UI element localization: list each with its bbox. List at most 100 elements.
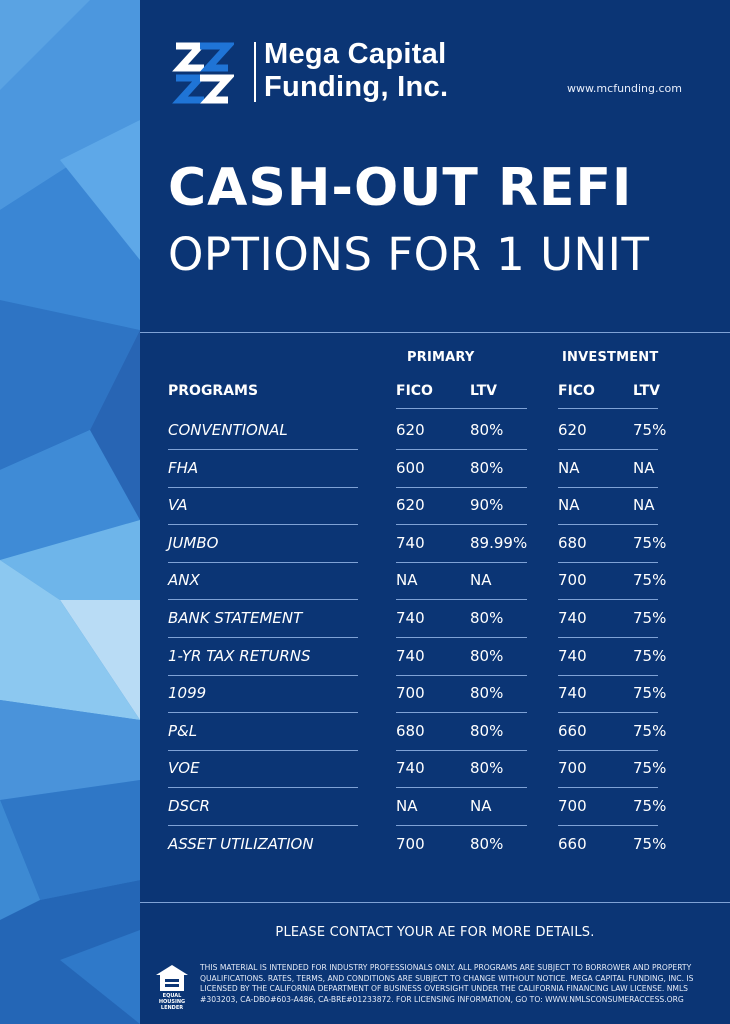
row-divider-programs — [168, 449, 358, 450]
investment-fico-value: 740 — [558, 609, 587, 627]
column-header-primary-ltv: LTV — [470, 383, 497, 399]
column-header-investment-ltv: LTV — [633, 383, 660, 399]
row-divider-investment — [558, 712, 658, 713]
row-divider-programs — [168, 599, 358, 600]
program-name: CONVENTIONAL — [168, 421, 288, 439]
investment-ltv-value: 75% — [633, 647, 667, 665]
primary-fico-value: 620 — [396, 421, 425, 439]
column-header-investment-fico: FICO — [558, 383, 595, 399]
program-name: BANK STATEMENT — [168, 609, 303, 627]
row-divider-programs — [168, 524, 358, 525]
table-row: P&L 680 80% 660 75% — [140, 713, 730, 750]
row-divider-programs — [168, 637, 358, 638]
table-row: DSCR NA NA 700 75% — [140, 788, 730, 825]
investment-ltv-value: NA — [633, 496, 655, 514]
primary-fico-value: 700 — [396, 835, 425, 853]
row-divider-primary — [396, 449, 527, 450]
program-name: 1-YR TAX RETURNS — [168, 647, 311, 665]
table-row: VA 620 90% NA NA — [140, 487, 730, 524]
row-divider-programs — [168, 712, 358, 713]
program-name: FHA — [168, 459, 199, 477]
investment-fico-value: NA — [558, 496, 580, 514]
investment-fico-value: 740 — [558, 647, 587, 665]
header-underline-investment — [558, 408, 658, 409]
column-header-primary-fico: FICO — [396, 383, 433, 399]
row-divider-investment — [558, 637, 658, 638]
row-divider-primary — [396, 750, 527, 751]
row-divider-investment — [558, 449, 658, 450]
primary-ltv-value: 80% — [470, 835, 504, 853]
investment-ltv-value: 75% — [633, 797, 667, 815]
primary-fico-value: 700 — [396, 684, 425, 702]
primary-ltv-value: NA — [470, 797, 492, 815]
brand-name-line-1: Mega Capital — [264, 38, 447, 70]
primary-ltv-value: 80% — [470, 647, 504, 665]
table-row: FHA 600 80% NA NA — [140, 450, 730, 487]
header-underline-primary — [396, 408, 527, 409]
primary-ltv-value: 90% — [470, 496, 504, 514]
mega-capital-logo-icon — [170, 38, 236, 108]
program-name: VOE — [168, 759, 200, 777]
investment-fico-value: 660 — [558, 722, 587, 740]
row-divider-programs — [168, 562, 358, 563]
contact-note: PLEASE CONTACT YOUR AE FOR MORE DETAILS. — [275, 925, 595, 940]
investment-fico-value: 660 — [558, 835, 587, 853]
row-divider-programs — [168, 675, 358, 676]
equal-housing-lender-icon: EQUAL HOUSING LENDER — [152, 963, 192, 1011]
row-divider-programs — [168, 787, 358, 788]
program-name: ANX — [168, 571, 200, 589]
row-divider-investment — [558, 599, 658, 600]
page-subtitle: OPTIONS FOR 1 UNIT — [168, 228, 650, 281]
primary-fico-value: 740 — [396, 534, 425, 552]
primary-ltv-value: NA — [470, 571, 492, 589]
investment-fico-value: 740 — [558, 684, 587, 702]
primary-fico-value: 680 — [396, 722, 425, 740]
website-link[interactable]: www.mcfunding.com — [566, 82, 682, 95]
group-header-investment: INVESTMENT — [562, 350, 659, 365]
investment-ltv-value: 75% — [633, 684, 667, 702]
row-divider-investment — [558, 787, 658, 788]
primary-fico-value: NA — [396, 797, 418, 815]
investment-fico-value: 620 — [558, 421, 587, 439]
table-row: 1099 700 80% 740 75% — [140, 675, 730, 712]
row-divider-investment — [558, 562, 658, 563]
row-divider-primary — [396, 562, 527, 563]
primary-ltv-value: 80% — [470, 722, 504, 740]
primary-ltv-value: 80% — [470, 684, 504, 702]
table-row: CONVENTIONAL 620 80% 620 75% — [140, 412, 730, 449]
table-row: BANK STATEMENT 740 80% 740 75% — [140, 600, 730, 637]
investment-fico-value: 700 — [558, 571, 587, 589]
section-divider-top — [140, 332, 730, 333]
primary-fico-value: 740 — [396, 647, 425, 665]
row-divider-investment — [558, 524, 658, 525]
equal-housing-label-line-1: EQUAL HOUSING — [158, 993, 186, 1005]
primary-fico-value: NA — [396, 571, 418, 589]
table-row: JUMBO 740 89.99% 680 75% — [140, 525, 730, 562]
logo-divider — [254, 42, 256, 102]
primary-fico-value: 740 — [396, 759, 425, 777]
brand-name: Mega Capital Funding, Inc. — [264, 38, 448, 104]
equal-housing-label-line-2: LENDER — [160, 1005, 184, 1011]
main-panel: Mega Capital Funding, Inc. www.mcfunding… — [140, 0, 730, 1024]
program-name: 1099 — [168, 684, 207, 702]
program-name: ASSET UTILIZATION — [168, 835, 314, 853]
investment-ltv-value: 75% — [633, 421, 667, 439]
primary-ltv-value: 80% — [470, 459, 504, 477]
decorative-polygon-background — [0, 0, 140, 1024]
row-divider-primary — [396, 524, 527, 525]
primary-ltv-value: 80% — [470, 759, 504, 777]
row-divider-investment — [558, 675, 658, 676]
row-divider-investment — [558, 487, 658, 488]
primary-ltv-value: 80% — [470, 421, 504, 439]
investment-fico-value: NA — [558, 459, 580, 477]
table-row: ANX NA NA 700 75% — [140, 562, 730, 599]
investment-ltv-value: 75% — [633, 571, 667, 589]
section-divider-bottom — [140, 902, 730, 903]
row-divider-primary — [396, 712, 527, 713]
row-divider-primary — [396, 599, 527, 600]
group-header-primary: PRIMARY — [407, 350, 475, 365]
row-divider-programs — [168, 487, 358, 488]
program-name: JUMBO — [168, 534, 219, 552]
row-divider-primary — [396, 787, 527, 788]
investment-ltv-value: 75% — [633, 835, 667, 853]
